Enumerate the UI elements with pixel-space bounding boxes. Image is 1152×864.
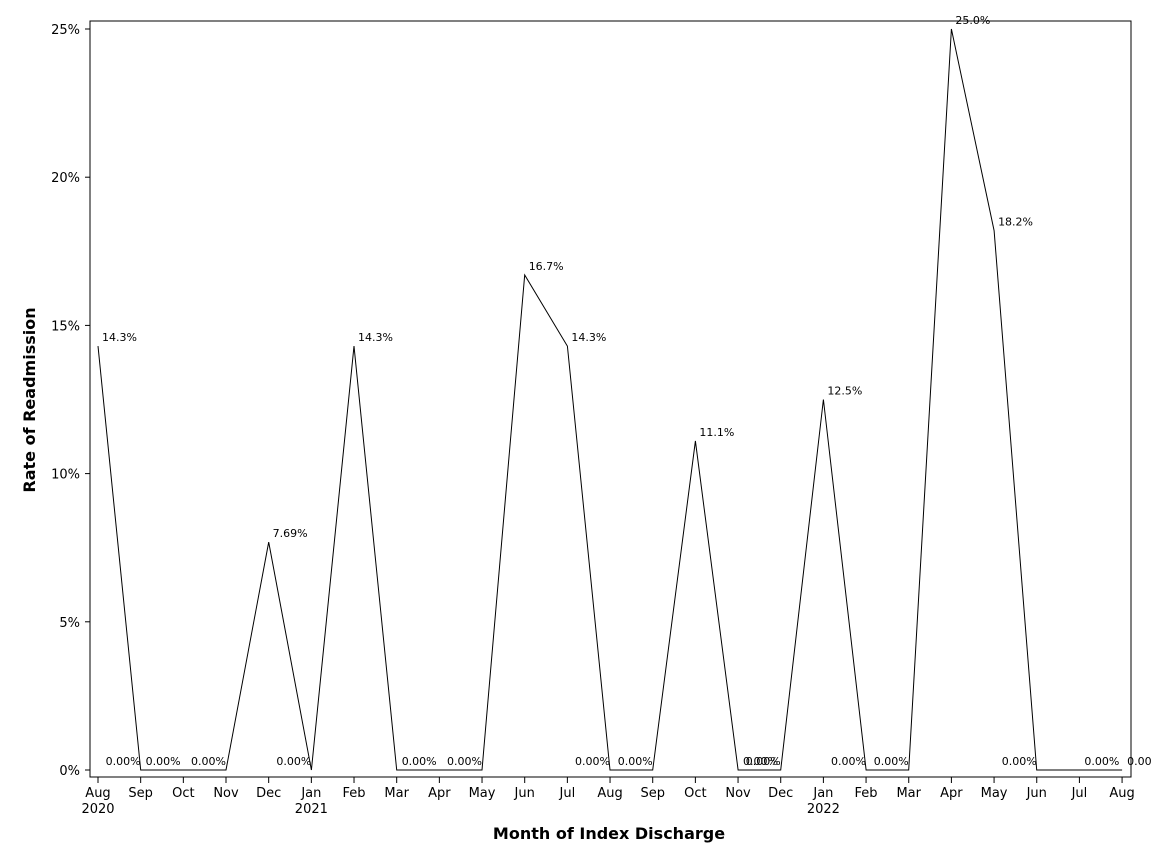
x-tick-label: Nov <box>725 786 751 801</box>
x-tick-label: May <box>981 786 1008 801</box>
x-tick-label: Jun <box>1026 786 1047 801</box>
data-label: 0.00% <box>1002 755 1037 768</box>
x-tick-label: Nov <box>213 786 239 801</box>
y-axis-title: Rate of Readmission <box>20 307 39 492</box>
y-tick-label: 5% <box>59 616 80 631</box>
x-tick-label: Apr <box>428 786 451 801</box>
x-tick-label: Oct <box>684 786 706 801</box>
x-tick-label: Jul <box>559 786 576 801</box>
x-tick-label: Aug <box>597 786 622 801</box>
data-label: 0.00% <box>831 755 866 768</box>
data-label: 0.00% <box>874 755 909 768</box>
x-tick-label: Sep <box>640 786 665 801</box>
data-label: 0.00% <box>191 755 226 768</box>
series-line <box>97 28 1123 771</box>
x-tick-label: Mar <box>384 786 409 801</box>
x-tick-label: Sep <box>128 786 153 801</box>
x-tick-label: Mar <box>896 786 921 801</box>
data-label: 12.5% <box>827 385 862 398</box>
y-tick-label: 0% <box>59 764 80 779</box>
data-label: 0.00% <box>1084 755 1119 768</box>
x-tick-label: Jan <box>300 786 321 801</box>
data-label: 0.00% <box>743 755 778 768</box>
data-label: 0.00% <box>146 755 181 768</box>
y-tick-label: 25% <box>51 23 80 38</box>
data-label: 0.00% <box>276 755 311 768</box>
x-tick-label: Jul <box>1071 786 1088 801</box>
x-year-label: 2020 <box>81 802 114 817</box>
x-tick-label: Feb <box>855 786 878 801</box>
data-label: 14.3% <box>571 331 606 344</box>
x-tick-label: Oct <box>172 786 194 801</box>
x-axis: Aug Sep Oct Nov Dec Jan Feb Mar Apr May Jun Jul Aug S… <box>81 777 1135 817</box>
data-label: 18.2% <box>998 216 1033 229</box>
x-tick-label: May <box>469 786 496 801</box>
y-tick-label: 15% <box>51 319 80 334</box>
x-tick-label: Apr <box>940 786 963 801</box>
x-year-label: 2022 <box>807 802 840 817</box>
data-label: 0.00% <box>402 755 437 768</box>
x-axis-title: Month of Index Discharge <box>493 824 725 843</box>
x-tick-label: Feb <box>343 786 366 801</box>
data-label: 0.00% <box>106 755 141 768</box>
x-tick-label: Aug <box>85 786 110 801</box>
data-label: 0.00% <box>1127 755 1152 768</box>
x-tick-label: Dec <box>768 786 793 801</box>
data-label: 7.69% <box>273 527 308 540</box>
data-label: 0.00% <box>447 755 482 768</box>
data-label: 14.3% <box>358 331 393 344</box>
data-label: 0.00% <box>618 755 653 768</box>
y-axis: 0% 5% 10% 15% 20% 25% <box>51 23 90 779</box>
data-label: 14.3% <box>102 331 137 344</box>
data-label: 16.7% <box>529 260 564 273</box>
x-tick-label: Jan <box>812 786 833 801</box>
x-year-label: 2021 <box>295 802 328 817</box>
data-labels: 14.3% 0.00% 0.00% 0.00% 7.69% 0.00% 14.3% 0.00%… <box>102 14 1152 768</box>
data-label: 25.0% <box>955 14 990 27</box>
data-label: 0.00% <box>746 755 781 768</box>
x-tick-label: Jun <box>514 786 535 801</box>
x-tick-label: Dec <box>256 786 281 801</box>
data-label: 0.00% <box>575 755 610 768</box>
y-tick-label: 20% <box>51 171 80 186</box>
x-tick-label: Aug <box>1109 786 1134 801</box>
y-tick-label: 10% <box>51 468 80 483</box>
data-label: 11.1% <box>699 426 734 439</box>
